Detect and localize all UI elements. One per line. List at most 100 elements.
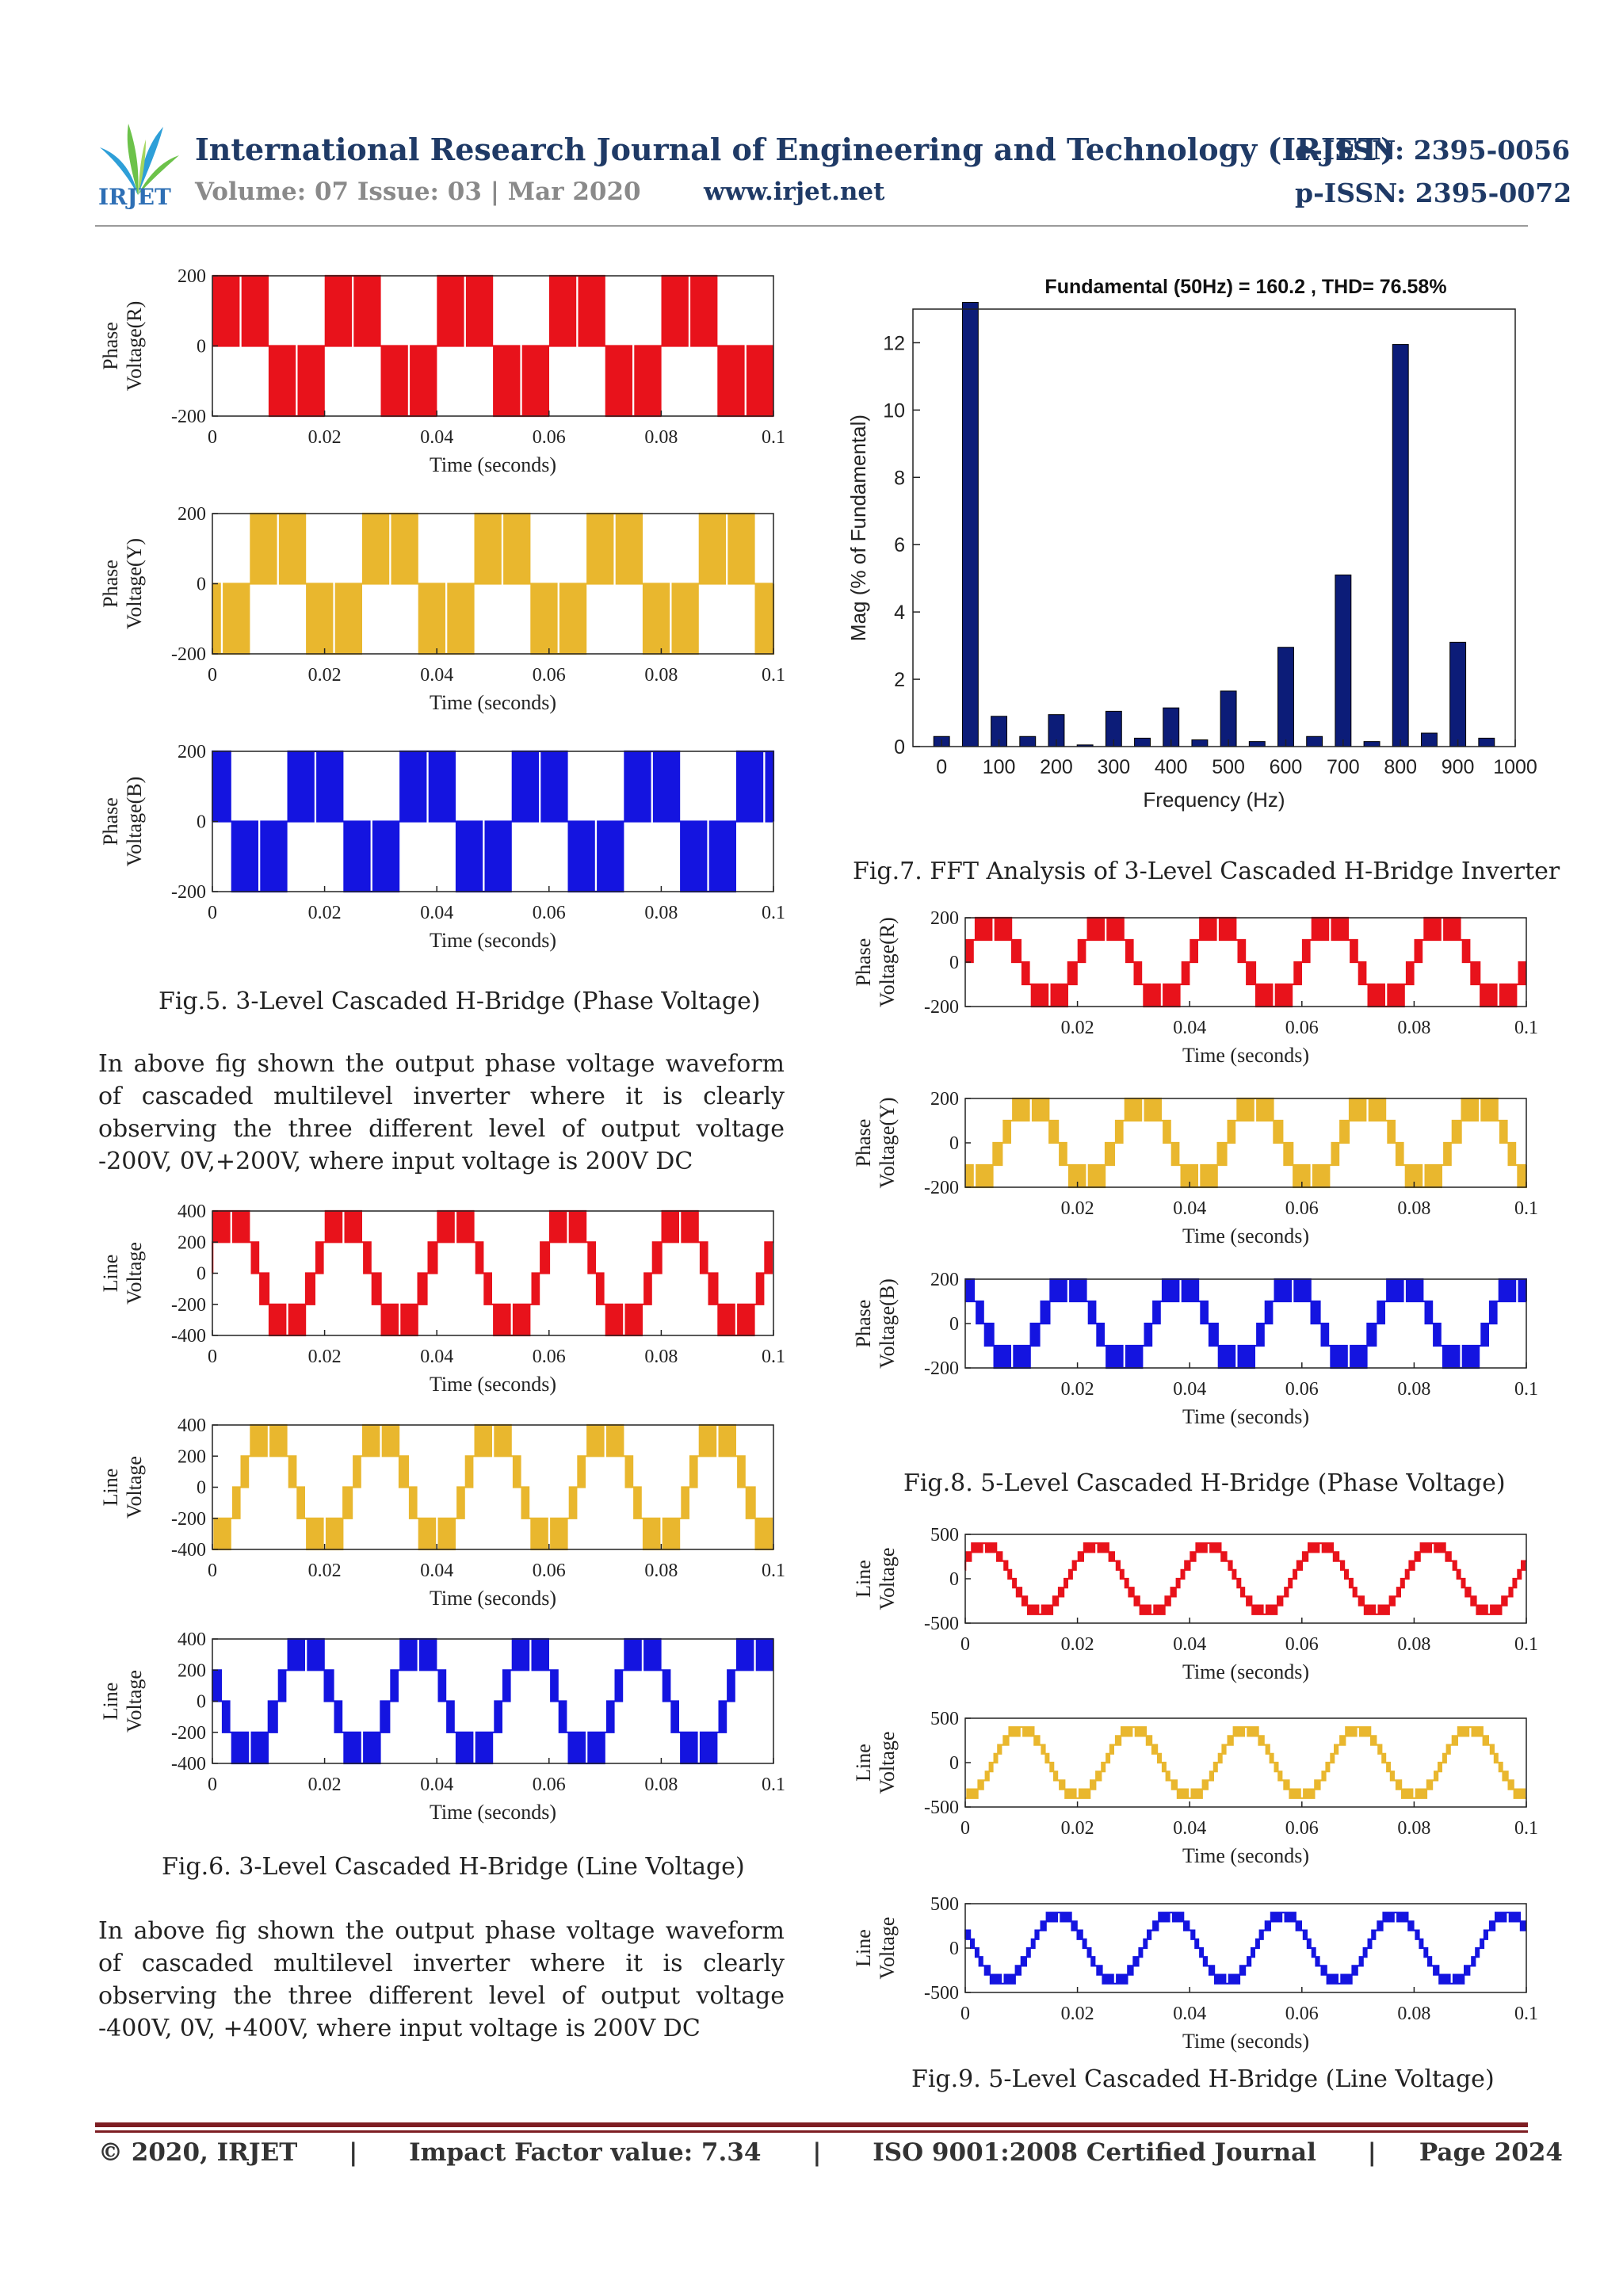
fig6b-ytick-label: -400: [171, 1540, 206, 1561]
fig6b-ytick-label: 400: [178, 1419, 206, 1436]
fig8c-xtick-label: 0.06: [1285, 1379, 1319, 1400]
footer-sep: |: [349, 2138, 358, 2167]
fig8-phase-y-chart: 200 0 -200 0.02 0.04 0.06 0.08 0.1 Time (seconds…: [852, 1092, 1537, 1247]
fft-xtick-label: 600: [1270, 756, 1303, 778]
fig9a-ytick-label: 0: [949, 1569, 959, 1590]
fig6a-xtick-label: 0.02: [308, 1347, 342, 1367]
fig6c-ytick-label: 0: [197, 1692, 206, 1713]
fig9a-ytick-label: 500: [930, 1528, 959, 1545]
fig6c-ytick-label: -400: [171, 1754, 206, 1775]
fig9c-xtick-label: 0.04: [1173, 2004, 1206, 2024]
fig8b-ytick-label: -200: [924, 1178, 959, 1198]
fft-xlabel: Frequency (Hz): [1143, 788, 1285, 812]
fig5a-ytick-label: 0: [197, 337, 206, 357]
volume-issue: Volume: 07 Issue: 03 | Mar 2020: [195, 178, 641, 206]
fig9a-ylabel: Voltage: [876, 1548, 899, 1610]
fig9b-xlabel: Time (seconds): [1182, 1844, 1309, 1867]
fig5b-xtick-label: 0.04: [420, 665, 453, 686]
fft-xtick-label: 0: [936, 756, 947, 778]
fig6a-ylabel: Line: [99, 1255, 122, 1293]
fig8c-series: [964, 1278, 1527, 1370]
paragraph-2: In above fig shown the output phase volt…: [98, 1917, 785, 2042]
fig9b-series: [965, 1726, 1526, 1799]
fft-bar: [1277, 647, 1294, 747]
fig6b-series: [212, 1423, 773, 1551]
fig8a-xtick-label: 0.08: [1397, 1018, 1430, 1038]
fig8c-xtick-label: 0.02: [1061, 1379, 1094, 1400]
fig5b-ytick-label: -200: [171, 644, 206, 665]
fig9b-xtick-label: 0.08: [1397, 1818, 1430, 1839]
fig5a-series: [212, 274, 774, 418]
fig5a-xtick-label: 0.04: [420, 427, 453, 448]
fig5b-series: [212, 512, 775, 655]
fft-xtick-label: 300: [1097, 756, 1130, 778]
fig5c-xtick-label: 0.02: [308, 903, 342, 923]
fft-ytick-label: 4: [894, 602, 905, 624]
fig8b-ylabel: Voltage(Y): [876, 1097, 899, 1188]
fig5a-xtick-label: 0.1: [762, 427, 785, 448]
fig8a-ylabel: Voltage(R): [876, 917, 899, 1007]
fig6b-xtick-label: 0.06: [533, 1561, 566, 1581]
fig5b-ytick-label: 0: [197, 575, 206, 595]
fig7-caption: Fig.7. FFT Analysis of 3-Level Cascaded …: [853, 858, 1560, 885]
fig6c-xlabel: Time (seconds): [430, 1801, 556, 1824]
fft-bar: [1335, 574, 1352, 747]
header-divider: [95, 225, 1528, 227]
fig6c-ylabel: Voltage: [123, 1670, 146, 1733]
fig8b-ylabel: Phase: [852, 1119, 875, 1167]
fig9b-xtick-label: 0.02: [1061, 1818, 1094, 1839]
fig6c-xtick-label: 0.02: [308, 1775, 342, 1795]
fig8a-xtick-label: 0.06: [1285, 1018, 1319, 1038]
fig9b-xtick-label: 0.04: [1173, 1818, 1206, 1839]
fft-xtick-label: 800: [1384, 756, 1417, 778]
fft-bar: [1449, 641, 1467, 747]
fig8b-xlabel: Time (seconds): [1182, 1224, 1309, 1247]
p-issn: p-ISSN: 2395-0072: [1295, 178, 1572, 208]
footer-sep: |: [1367, 2138, 1377, 2167]
fig8c-ytick-label: -200: [924, 1358, 959, 1379]
journal-title: International Research Journal of Engine…: [195, 132, 1395, 167]
fft-axes-box: [912, 308, 1516, 747]
fig5-caption: Fig.5. 3-Level Cascaded H-Bridge (Phase …: [158, 988, 761, 1015]
fft-bar: [1220, 690, 1237, 747]
fig8-caption: Fig.8. 5-Level Cascaded H-Bridge (Phase …: [903, 1469, 1506, 1497]
fig5a-ylabel: Voltage(R): [123, 301, 146, 392]
fig6c-xtick-label: 0: [208, 1775, 217, 1795]
fig9c-xtick-label: 0.1: [1514, 2004, 1537, 2024]
fig9b-xtick-label: 0.06: [1285, 1818, 1319, 1839]
fft-bar: [961, 302, 979, 747]
fig6a-ytick-label: 200: [178, 1232, 206, 1253]
fig6b-ytick-label: -200: [171, 1509, 206, 1530]
fig9a-xtick-label: 0.04: [1173, 1634, 1206, 1655]
fig5c-series: [212, 750, 775, 893]
fig8b-ytick-label: 0: [949, 1133, 959, 1154]
fig6c-ytick-label: 200: [178, 1660, 206, 1681]
footer-impact: Impact Factor value: 7.34: [409, 2138, 762, 2167]
fig9a-xtick-label: 0.06: [1285, 1634, 1319, 1655]
fig6b-xtick-label: 0.1: [762, 1561, 785, 1581]
fft-bar: [1134, 737, 1151, 747]
fig9c-xlabel: Time (seconds): [1182, 2030, 1309, 2053]
fig9b-xtick-label: 0: [960, 1818, 970, 1839]
fig5a-ylabel: Phase: [99, 322, 122, 370]
footer-divider-thick: [95, 2122, 1528, 2127]
fig6c-xtick-label: 0.08: [644, 1775, 678, 1795]
fig6a-ytick-label: -400: [171, 1326, 206, 1347]
fig6b-ylabel: Line: [99, 1469, 122, 1507]
fig7-fft-chart: Fundamental (50Hz) = 160.2 , THD= 76.58%…: [848, 276, 1537, 812]
footer-divider-thin: [95, 2130, 1528, 2133]
fig8a-ytick-label: 200: [930, 911, 959, 929]
fft-bar: [1191, 739, 1209, 747]
fig5c-xtick-label: 0.08: [644, 903, 678, 923]
fig8a-series: [965, 916, 1527, 1008]
fig5c-ytick-label: -200: [171, 882, 206, 903]
fft-ytick-label: 2: [894, 669, 905, 691]
fig8a-xtick-label: 0.04: [1173, 1018, 1206, 1038]
website-link[interactable]: www.irjet.net: [704, 178, 885, 206]
logo-text: IRJET: [98, 184, 171, 210]
fig8b-xtick-label: 0.02: [1061, 1198, 1094, 1219]
fig5a-xtick-label: 0.08: [644, 427, 678, 448]
